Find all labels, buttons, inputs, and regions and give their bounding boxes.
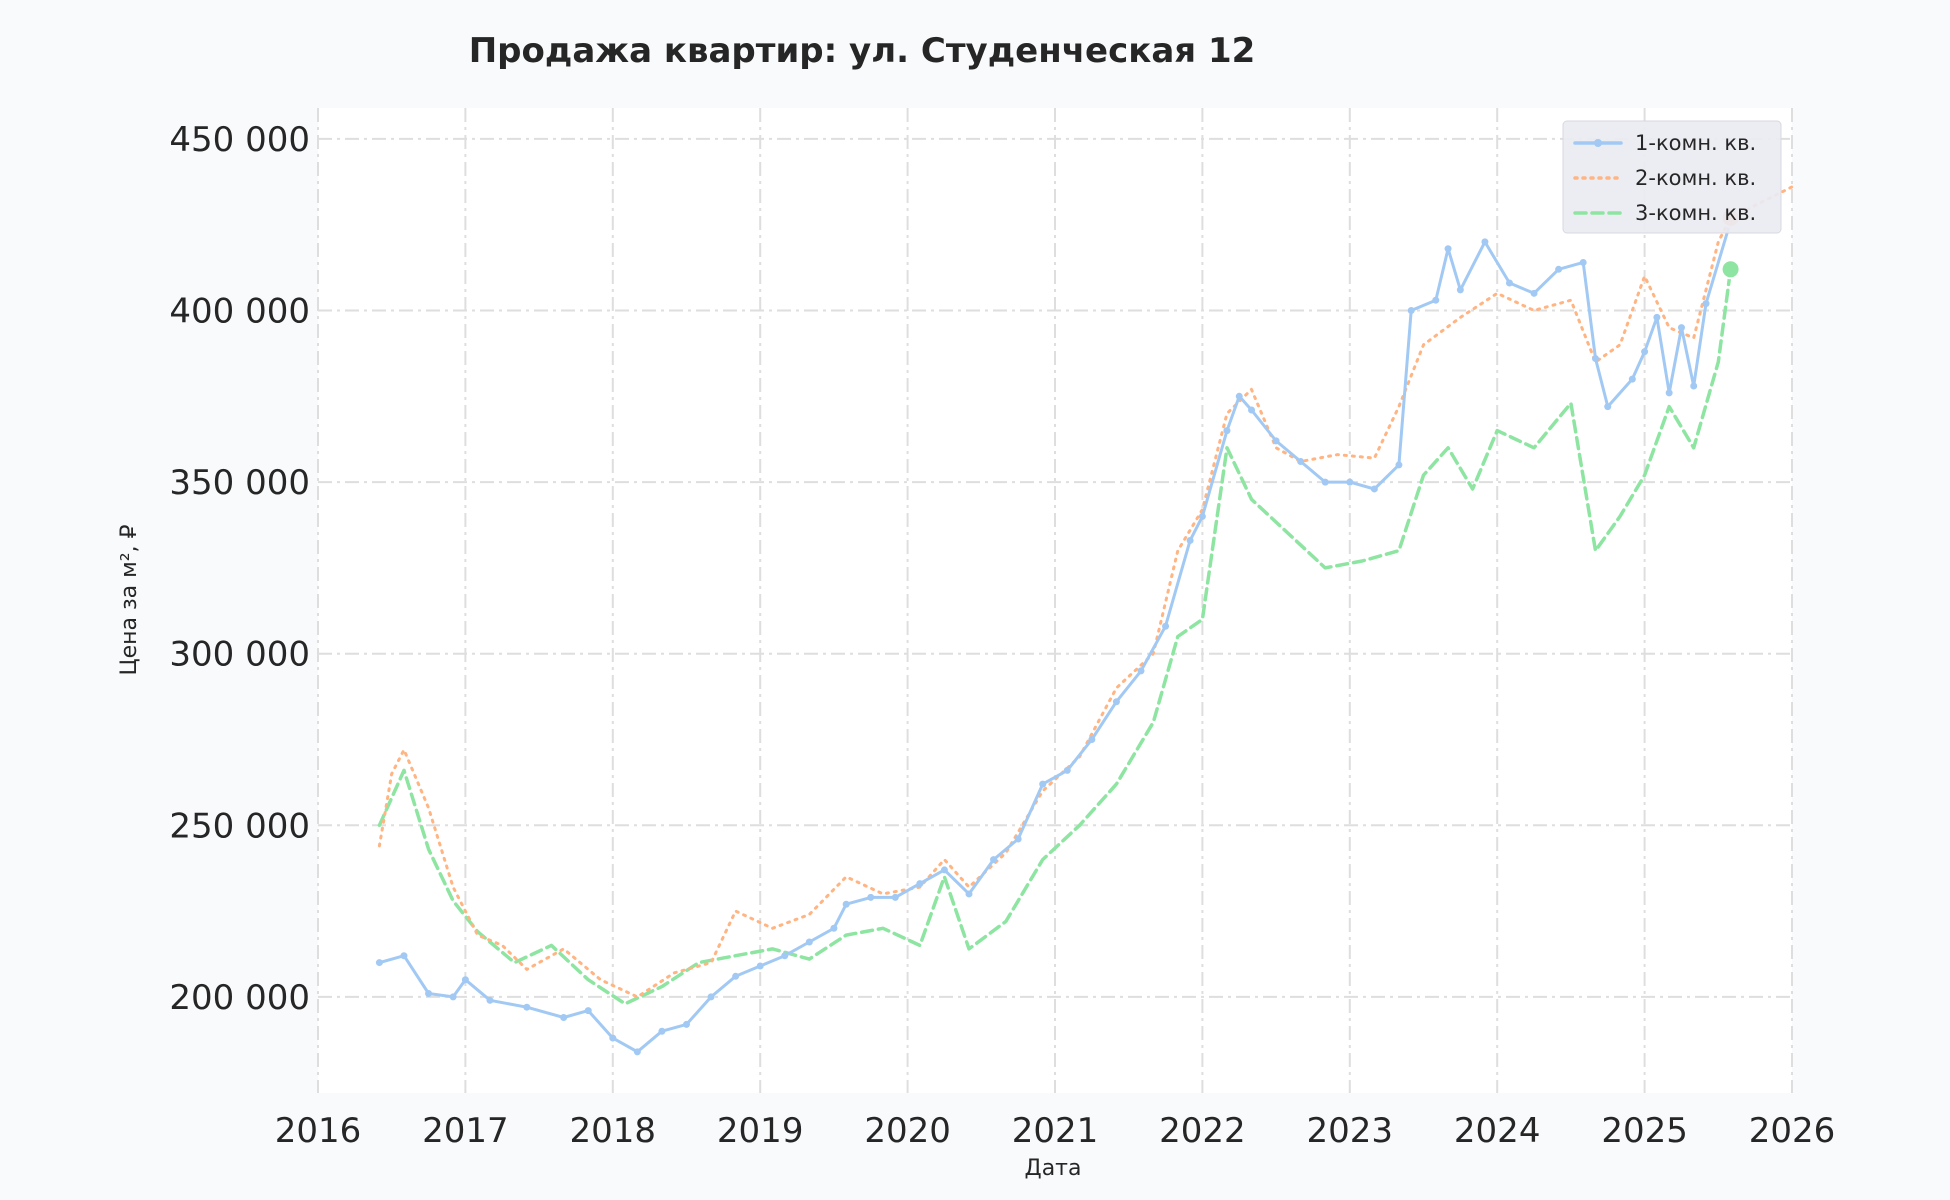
data-point-marker	[1530, 289, 1538, 297]
data-point-marker	[1702, 300, 1710, 308]
data-point-marker	[781, 952, 789, 960]
data-point-marker	[1604, 403, 1612, 411]
y-tick-label: 300 000	[169, 635, 310, 675]
data-point-marker	[1628, 375, 1636, 383]
chart-title: Продажа квартир: ул. Студенческая 12	[469, 31, 1256, 71]
data-point-marker	[461, 976, 469, 984]
data-point-marker	[891, 893, 899, 901]
x-tick-label: 2021	[1012, 1111, 1099, 1151]
data-point-marker	[1555, 265, 1563, 273]
y-tick-label: 400 000	[169, 291, 310, 331]
data-point-marker	[683, 1020, 690, 1028]
grid	[317, 108, 1793, 1093]
data-point-marker	[940, 866, 948, 874]
data-point-marker	[1579, 258, 1587, 266]
data-point-marker	[1407, 306, 1415, 314]
y-axis-ticks: 200 000 250 000 300 000 350 000 400 000 450 0…	[169, 120, 310, 1018]
x-tick-label: 2023	[1307, 1111, 1394, 1151]
x-tick-label: 2019	[717, 1111, 804, 1151]
x-tick-label: 2016	[275, 1111, 362, 1151]
data-point-marker	[1690, 382, 1698, 390]
data-point-marker	[1235, 392, 1243, 400]
x-tick-label: 2017	[422, 1111, 509, 1151]
data-point-marker	[1677, 324, 1685, 332]
data-point-marker	[609, 1034, 617, 1042]
data-point-marker	[1137, 667, 1145, 675]
data-point-marker	[1395, 461, 1403, 469]
data-point-marker	[633, 1048, 641, 1056]
data-point-marker	[1591, 355, 1599, 363]
data-point-marker	[658, 1027, 666, 1035]
series-line-3	[377, 267, 1733, 1006]
data-point-marker	[965, 890, 973, 898]
data-point-marker	[1063, 766, 1071, 774]
data-point-marker	[805, 938, 813, 946]
data-point-marker	[756, 962, 764, 970]
data-point-marker	[1223, 427, 1231, 435]
x-tick-label: 2026	[1749, 1111, 1836, 1151]
y-tick-label: 350 000	[169, 463, 310, 503]
data-point-marker	[400, 952, 408, 960]
data-point-marker	[1248, 406, 1256, 414]
data-point-marker	[1665, 389, 1673, 397]
data-point-marker	[1186, 536, 1194, 544]
data-point-marker	[1653, 313, 1661, 321]
data-point-marker	[1112, 698, 1120, 706]
legend-label-2: 2-комн. кв.	[1635, 166, 1756, 190]
data-point-marker	[1039, 780, 1047, 788]
series-group	[375, 185, 1794, 1056]
data-point-marker	[1432, 296, 1440, 304]
data-point-marker	[1346, 478, 1354, 486]
legend-label-1: 1-комн. кв.	[1635, 131, 1756, 155]
y-tick-label: 200 000	[169, 978, 310, 1018]
data-point-marker	[990, 856, 998, 864]
data-point-marker	[732, 972, 740, 980]
y-axis-label: Цена за м², ₽	[117, 524, 142, 675]
data-point-marker	[486, 996, 494, 1004]
data-point-marker	[867, 893, 875, 901]
data-point-marker	[1272, 437, 1280, 445]
legend-label-3: 3-комн. кв.	[1635, 201, 1756, 225]
data-point-marker	[1014, 835, 1022, 843]
x-tick-label: 2024	[1454, 1111, 1541, 1151]
x-tick-label: 2020	[864, 1111, 951, 1151]
latest-value-marker	[1720, 259, 1741, 280]
legend-box	[1562, 120, 1782, 234]
legend: 1-комн. кв. 2-комн. кв. 3-комн. кв.	[1562, 120, 1782, 234]
y-tick-label: 450 000	[169, 120, 310, 160]
data-point-marker	[1641, 348, 1649, 356]
x-axis-label: Дата	[1025, 1156, 1082, 1181]
data-point-marker	[523, 1003, 531, 1011]
data-point-marker	[842, 900, 850, 908]
data-point-marker	[425, 989, 433, 997]
series-line-2	[377, 185, 1794, 999]
data-point-marker	[916, 880, 924, 888]
data-point-marker	[449, 993, 457, 1001]
x-tick-label: 2018	[570, 1111, 657, 1151]
data-point-marker	[1297, 458, 1305, 466]
data-point-marker	[1321, 478, 1329, 486]
data-point-marker	[830, 924, 838, 932]
data-point-marker	[1198, 512, 1206, 520]
x-tick-label: 2022	[1159, 1111, 1246, 1151]
x-axis-ticks: 2016 2017 2018 2019 2020 2021 2022 2023 2024 2025…	[275, 1111, 1836, 1151]
data-point-marker	[1505, 279, 1513, 287]
data-point-marker	[1088, 735, 1096, 743]
data-point-marker	[584, 1007, 592, 1015]
data-point-marker	[1456, 286, 1464, 294]
data-point-marker	[560, 1013, 568, 1021]
data-point-marker	[707, 993, 715, 1001]
y-tick-label: 250 000	[169, 806, 310, 846]
data-point-marker	[375, 959, 383, 967]
data-point-marker	[1481, 238, 1489, 246]
data-point-marker	[1444, 245, 1452, 253]
data-point-marker	[1162, 622, 1170, 630]
data-point-marker	[1370, 485, 1378, 493]
x-tick-label: 2025	[1601, 1111, 1688, 1151]
legend-marker	[1594, 139, 1602, 147]
